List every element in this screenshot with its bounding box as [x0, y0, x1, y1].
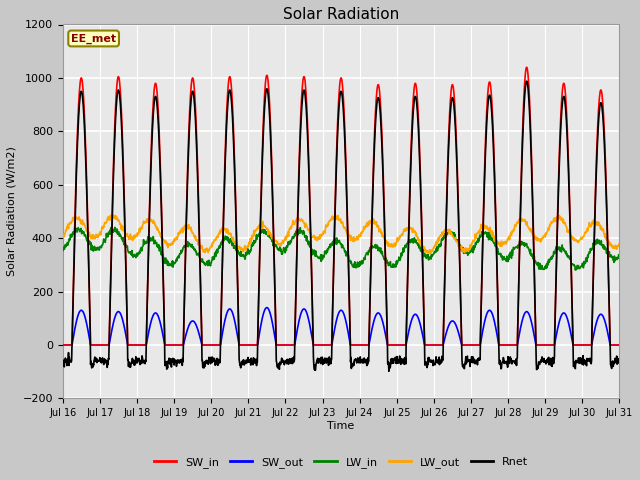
Text: EE_met: EE_met — [71, 33, 116, 44]
Legend: SW_in, SW_out, LW_in, LW_out, Rnet: SW_in, SW_out, LW_in, LW_out, Rnet — [150, 453, 532, 472]
Title: Solar Radiation: Solar Radiation — [283, 7, 399, 22]
Y-axis label: Solar Radiation (W/m2): Solar Radiation (W/m2) — [7, 146, 17, 276]
X-axis label: Time: Time — [328, 421, 355, 431]
